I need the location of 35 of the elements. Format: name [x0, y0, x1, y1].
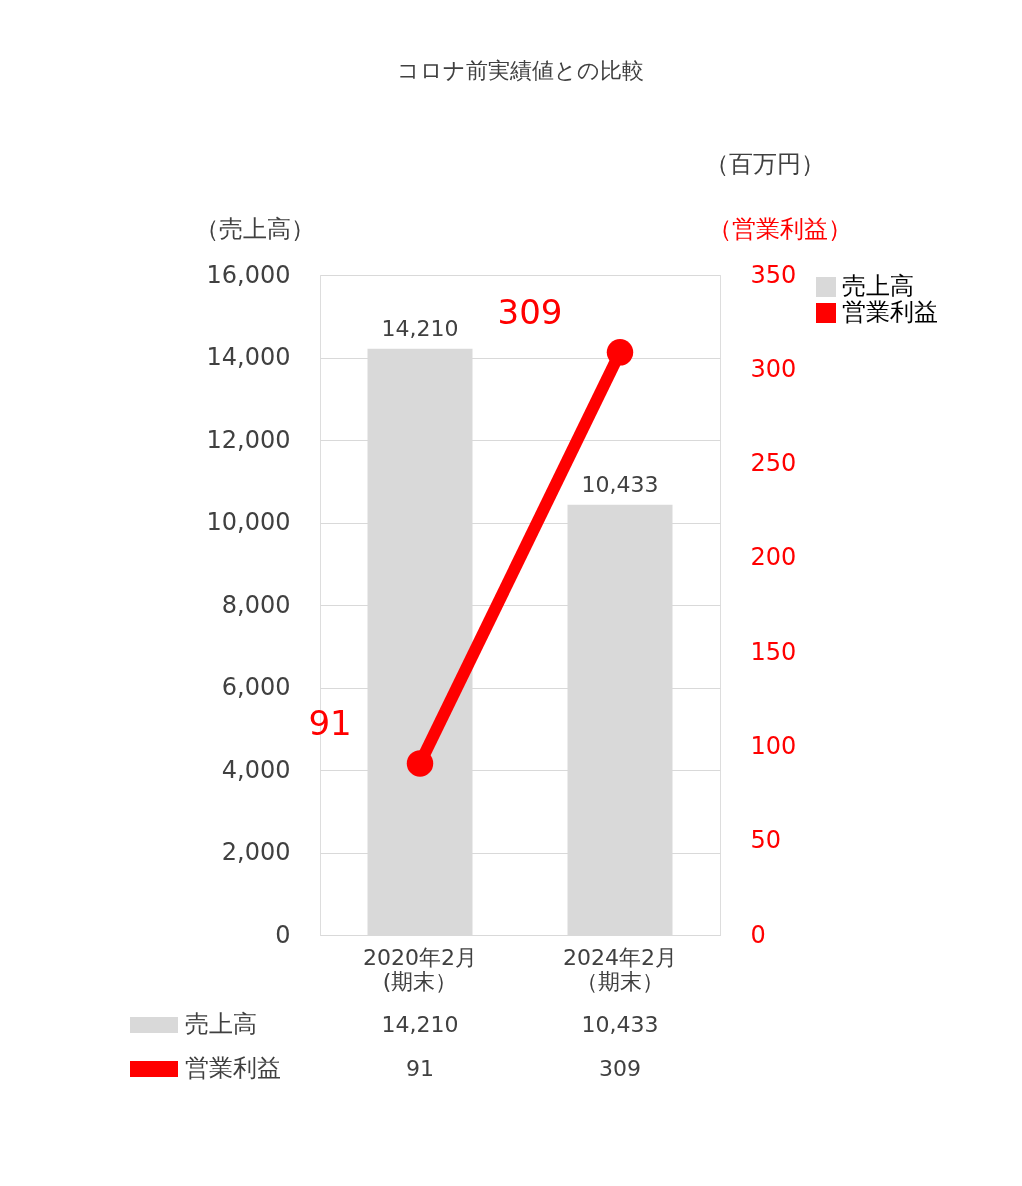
- y-tick-label: 6,000: [221, 673, 291, 701]
- y-tick-label: 8,000: [221, 590, 291, 619]
- y2-tick-label: 200: [750, 543, 797, 572]
- y-tick-label: 0: [275, 920, 291, 949]
- y-tick-label: 16,000: [206, 260, 291, 289]
- text: 309: [497, 292, 563, 333]
- text: 91: [308, 703, 352, 744]
- text: （百万円）: [705, 150, 825, 178]
- y2-tick-label: 250: [750, 449, 797, 478]
- data-label: 10,433: [581, 1012, 659, 1037]
- y2-tick-label: 50: [750, 826, 782, 855]
- y2-tick-label: 350: [750, 260, 797, 289]
- data-label: 14,210: [381, 1012, 459, 1037]
- data-label: 91: [406, 1056, 434, 1081]
- x-tick-label: 2020年2月(期末）: [363, 944, 477, 994]
- legend-label: 営業利益: [842, 298, 938, 326]
- y2-tick-label: 100: [750, 731, 797, 760]
- y-tick-label: 2,000: [221, 838, 291, 866]
- text: 10,433: [581, 471, 659, 497]
- y2-tick-label: 300: [750, 354, 797, 383]
- y-tick-label: 10,000: [206, 508, 291, 536]
- y-tick-label: 4,000: [221, 755, 291, 784]
- chart-title: コロナ前実績値との比較: [396, 58, 644, 83]
- data-label: 309: [599, 1056, 641, 1081]
- text: 売上高: [842, 272, 914, 300]
- y-tick-label: 14,000: [206, 343, 291, 371]
- x-tick-label: 2024年2月（期末）: [563, 944, 677, 994]
- y-axis-title: （売上高）: [195, 215, 315, 243]
- y2-tick-label: 150: [750, 637, 797, 666]
- text: 14,210: [381, 315, 459, 341]
- y2-axis-title: （営業利益）: [708, 215, 852, 243]
- legend-label: 売上高: [185, 1010, 257, 1038]
- y-tick-label: 12,000: [206, 425, 291, 454]
- y2-tick-label: 0: [750, 920, 766, 949]
- text: 営業利益: [185, 1054, 281, 1082]
